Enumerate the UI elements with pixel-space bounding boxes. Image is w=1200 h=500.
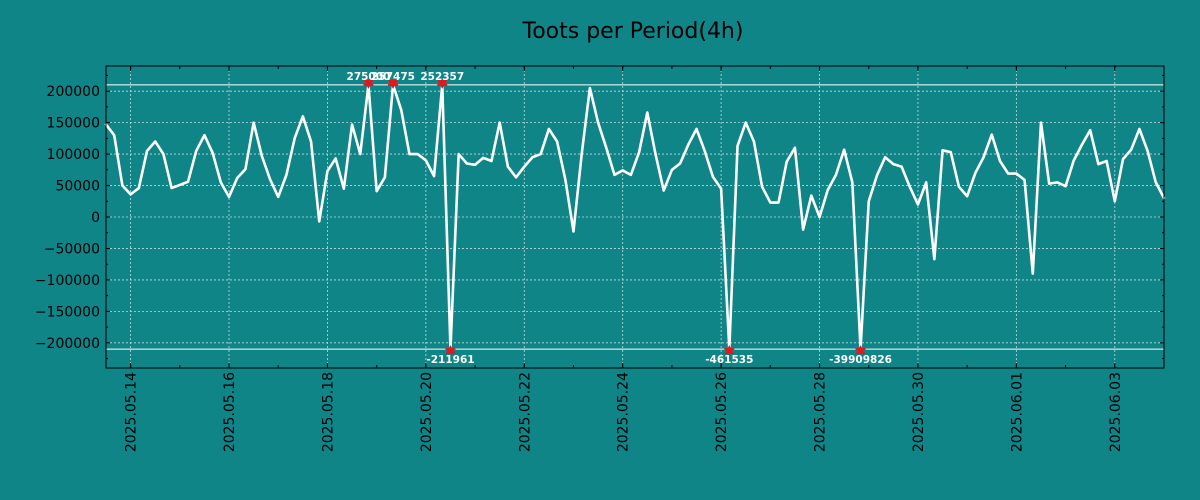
x-tick-label: 2025.05.22 [517,372,533,452]
y-tick-label: 100000 [47,147,100,163]
x-tick-label: 2025.05.16 [222,372,238,452]
clip-annotation-label: -461535 [705,354,753,366]
grid-layer [106,66,1164,368]
y-tick-label: −50000 [44,241,100,257]
clip-annotation-label: 252357 [420,71,464,83]
x-tick-label: 2025.05.28 [813,372,829,452]
y-tick-label: 150000 [47,116,100,132]
x-tick-label: 2025.05.30 [911,372,927,452]
clip-annotation-label: 275000 [347,71,391,83]
marker-layer [363,79,866,355]
series-line [104,83,1166,351]
clip-lines-layer [106,84,1164,350]
y-tick-label: −200000 [35,336,100,352]
y-tick-label: −150000 [35,304,100,320]
clip-annotation-label: -211961 [426,354,474,366]
y-tick-label: 0 [91,210,100,226]
axis-layer: 200000 150000 100000 50000 0 −50000 −100000 −15… [35,66,1165,452]
y-tick-label: −100000 [35,273,100,289]
x-tick-label: 2025.06.03 [1108,372,1124,452]
series-layer [104,83,1166,351]
chart-title: Toots per Period(4h) [522,19,744,44]
x-tick-label: 2025.05.26 [714,372,730,452]
x-tick-label: 2025.05.18 [320,372,336,452]
y-tick-label: 50000 [55,179,100,195]
x-tick-label: 2025.06.01 [1009,372,1025,452]
clip-annotation-label: -39909826 [829,354,892,366]
x-tick-label: 2025.05.20 [419,372,435,452]
clip-annotation-label: 257475 [371,71,415,83]
x-tick-label: 2025.05.14 [124,372,140,452]
x-tick-label: 2025.05.24 [616,372,632,452]
y-tick-label: 200000 [47,84,100,100]
